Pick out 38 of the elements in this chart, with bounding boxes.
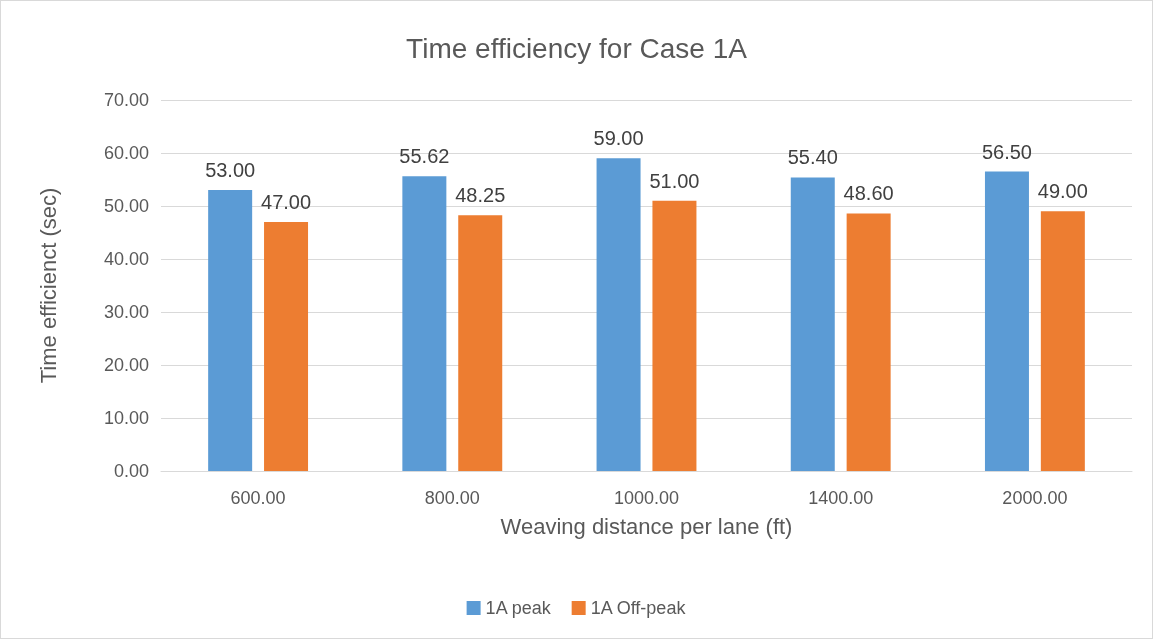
bar bbox=[652, 200, 697, 471]
y-tick-label: 60.00 bbox=[103, 143, 149, 163]
data-label: 59.00 bbox=[593, 127, 644, 150]
bar bbox=[208, 190, 253, 471]
legend-label: 1A peak bbox=[485, 598, 552, 618]
bar bbox=[596, 158, 641, 471]
legend-label: 1A Off-peak bbox=[590, 598, 687, 618]
bar bbox=[264, 221, 309, 471]
data-label: 47.00 bbox=[261, 190, 312, 213]
y-tick-label: 30.00 bbox=[103, 302, 149, 322]
data-label: 55.62 bbox=[399, 145, 450, 168]
data-label: 48.60 bbox=[843, 182, 894, 205]
y-tick-label: 70.00 bbox=[103, 90, 149, 110]
y-tick-label: 50.00 bbox=[103, 196, 149, 216]
bar bbox=[984, 171, 1029, 471]
x-tick-label: 800.00 bbox=[424, 488, 480, 508]
x-tick-label: 2000.00 bbox=[1002, 488, 1068, 508]
bar bbox=[1040, 211, 1085, 471]
x-tick-label: 1400.00 bbox=[808, 488, 874, 508]
data-label: 53.00 bbox=[205, 159, 256, 182]
bar bbox=[846, 213, 891, 471]
y-tick-label: 40.00 bbox=[103, 249, 149, 269]
data-label: 55.40 bbox=[787, 146, 838, 169]
y-tick-label: 20.00 bbox=[103, 355, 149, 375]
bar bbox=[458, 215, 503, 471]
data-label: 51.00 bbox=[649, 169, 700, 192]
bar bbox=[790, 177, 835, 471]
y-tick-label: 0.00 bbox=[113, 461, 149, 481]
data-label: 48.25 bbox=[455, 184, 506, 207]
data-label: 49.00 bbox=[1037, 180, 1088, 203]
chart-title: Time efficiency for Case 1A bbox=[406, 32, 748, 64]
data-label: 56.50 bbox=[981, 140, 1032, 163]
x-axis-title: Weaving distance per lane (ft) bbox=[500, 513, 793, 539]
x-tick-label: 600.00 bbox=[230, 488, 286, 508]
y-axis-title: Time efficienct (sec) bbox=[35, 187, 61, 384]
bar bbox=[402, 176, 447, 471]
y-tick-label: 10.00 bbox=[103, 408, 149, 428]
x-tick-label: 1000.00 bbox=[613, 488, 680, 508]
